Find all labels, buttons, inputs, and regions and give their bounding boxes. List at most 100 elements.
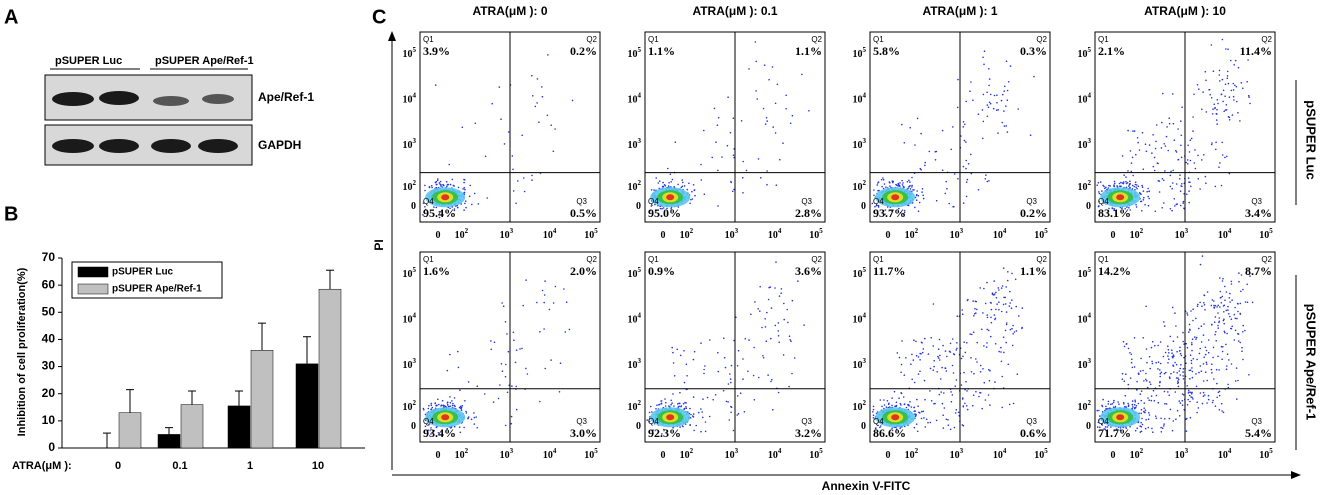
event-dot — [971, 334, 973, 336]
event-dot — [982, 57, 984, 59]
event-dot — [671, 402, 673, 404]
event-dot — [986, 282, 988, 284]
event-dot — [901, 340, 903, 342]
tick-exp: 2 — [1140, 227, 1144, 235]
event-dot — [707, 397, 709, 399]
event-dot — [1221, 410, 1223, 412]
tick-label: 104 — [1218, 227, 1232, 242]
event-dot — [1229, 297, 1231, 299]
event-dot — [463, 427, 465, 429]
event-dot — [962, 424, 964, 426]
event-dot — [980, 392, 982, 394]
event-dot — [918, 195, 920, 197]
quadrant-name: Q4 — [648, 417, 659, 426]
event-dot — [942, 403, 944, 405]
bar — [181, 405, 203, 448]
event-dot — [797, 280, 799, 282]
event-dot — [1206, 350, 1208, 352]
quadrant-name: Q3 — [1251, 197, 1262, 206]
event-dot — [1225, 84, 1227, 86]
event-dot — [451, 400, 453, 402]
event-dot — [1176, 203, 1178, 205]
event-dot — [933, 360, 935, 362]
event-dot — [1206, 362, 1208, 364]
event-dot — [730, 378, 732, 380]
column-title: ATRA(μM ): 1 — [922, 4, 997, 18]
event-dot — [983, 121, 985, 123]
event-dot — [1229, 96, 1231, 98]
event-dot — [499, 86, 501, 88]
event-dot — [727, 401, 729, 403]
quadrant-percent: 95.0% — [648, 206, 681, 220]
event-dot — [1208, 352, 1210, 354]
event-dot — [954, 173, 956, 175]
event-dot — [918, 210, 920, 212]
event-dot — [1200, 264, 1202, 266]
tick-exp: 3 — [960, 447, 964, 455]
event-dot — [690, 414, 692, 416]
event-dot — [1151, 152, 1153, 154]
event-dot — [703, 130, 705, 132]
event-dot — [1140, 193, 1142, 195]
event-dot — [789, 339, 791, 341]
event-dot — [1102, 399, 1104, 401]
event-dot — [1141, 418, 1143, 420]
tick-base: 10 — [455, 230, 465, 241]
event-dot — [987, 181, 989, 183]
event-dot — [982, 312, 984, 314]
event-dot — [661, 400, 663, 402]
event-dot — [1187, 314, 1189, 316]
event-dot — [755, 41, 757, 43]
event-dot — [1164, 391, 1166, 393]
event-dot — [1202, 255, 1204, 257]
event-dot — [933, 403, 935, 405]
event-dot — [1176, 364, 1178, 366]
event-dot — [1145, 428, 1147, 430]
event-dot — [1206, 380, 1208, 382]
event-dot — [1190, 139, 1192, 141]
tick-exp: 2 — [863, 178, 867, 186]
quadrant-name: Q3 — [801, 417, 812, 426]
event-dot — [1190, 417, 1192, 419]
event-dot — [933, 369, 935, 371]
event-dot — [1181, 135, 1183, 137]
event-dot — [924, 162, 926, 164]
event-dot — [916, 355, 918, 357]
event-dot — [1170, 373, 1172, 375]
event-dot — [521, 135, 523, 137]
event-dot — [775, 261, 777, 263]
event-dot — [919, 353, 921, 355]
event-dot — [944, 193, 946, 195]
event-dot — [1015, 306, 1017, 308]
event-dot — [673, 405, 675, 407]
tick-label: 105 — [1259, 447, 1273, 462]
event-dot — [1100, 181, 1102, 183]
event-dot — [953, 372, 955, 374]
event-dot — [493, 401, 495, 403]
event-dot — [998, 287, 1000, 289]
event-dot — [679, 392, 681, 394]
event-dot — [468, 416, 470, 418]
band — [198, 139, 238, 153]
quadrant-name: Q2 — [1036, 35, 1047, 44]
flow-plot: Q13.9%Q20.2%Q30.5%Q495.4% — [420, 32, 600, 222]
event-dot — [544, 368, 546, 370]
event-dot — [956, 349, 958, 351]
event-dot — [1195, 318, 1197, 320]
event-dot — [996, 94, 998, 96]
event-dot — [1178, 386, 1180, 388]
event-dot — [1189, 151, 1191, 153]
event-dot — [700, 164, 702, 166]
tick-base: 0 — [661, 230, 666, 241]
event-dot — [766, 117, 768, 119]
tick-base: 10 — [628, 95, 638, 106]
event-dot — [1128, 406, 1130, 408]
event-dot — [987, 116, 989, 118]
event-dot — [505, 364, 507, 366]
event-dot — [1224, 332, 1226, 334]
event-dot — [787, 322, 789, 324]
event-dot — [1227, 77, 1229, 79]
event-dot — [983, 288, 985, 290]
event-dot — [919, 359, 921, 361]
event-dot — [1247, 302, 1249, 304]
